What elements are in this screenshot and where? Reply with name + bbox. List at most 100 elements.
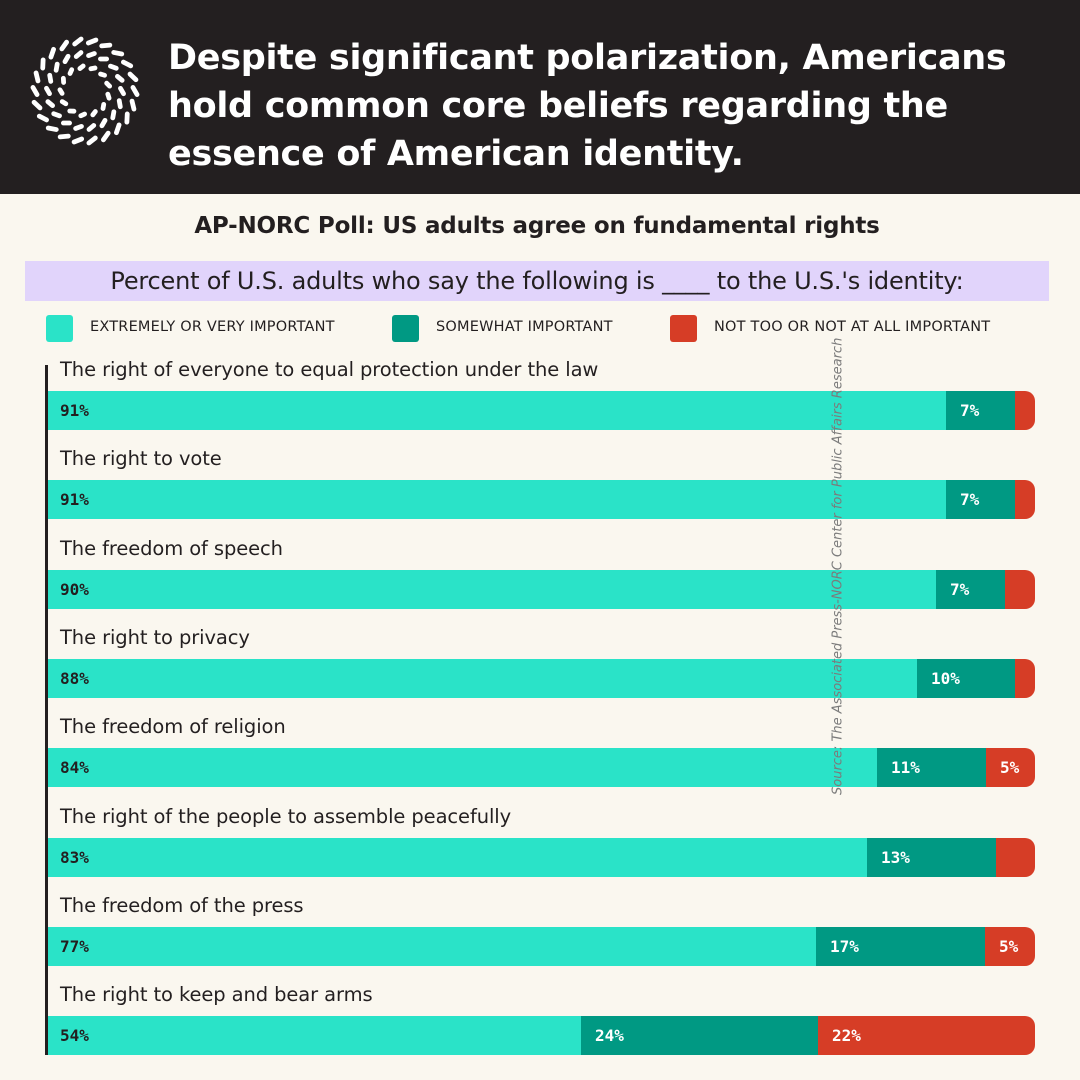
logo-dash [31, 99, 43, 111]
logo-dash [104, 80, 113, 89]
data-label: 88% [60, 669, 89, 688]
logo-dash [127, 71, 139, 83]
logo-dash [60, 75, 67, 85]
logo-dash [130, 85, 140, 97]
logo-dash [30, 85, 40, 97]
data-label: 17% [830, 937, 859, 956]
logo-dash [88, 65, 98, 72]
logo-dash [86, 135, 98, 146]
logo-dash [53, 61, 60, 73]
logo-dash [57, 87, 65, 96]
bar-segment [48, 391, 946, 430]
bar-segment [946, 391, 1015, 430]
logo-dash [44, 85, 52, 97]
logo-dash [105, 91, 112, 101]
bar-segment [985, 927, 1035, 966]
logo-dash [121, 59, 134, 69]
bar-segment [48, 838, 867, 877]
logo-dash [85, 37, 99, 46]
logo-dash [111, 50, 125, 57]
logo-dash [71, 136, 85, 145]
sunburst-logo-icon [30, 36, 140, 146]
bar-segment [48, 570, 936, 609]
bar-segment [1005, 570, 1035, 609]
bar-segment [48, 927, 816, 966]
legend-label: EXTREMELY OR VERY IMPORTANT [90, 319, 335, 335]
logo-dash [59, 39, 70, 52]
headline-line: Despite significant polarization, Americ… [168, 38, 1007, 78]
category-label: The freedom of the press [60, 894, 304, 917]
stacked-bar: 77% 17% 5% [48, 927, 1035, 966]
axis-line [45, 365, 48, 1055]
logo-dash [33, 70, 41, 84]
chart-title: AP-NORC Poll: US adults agree on fundame… [194, 213, 880, 239]
logo-dash [90, 109, 98, 118]
category-label: The right of the people to assemble peac… [60, 805, 512, 828]
question-banner: Percent of U.S. adults who say the follo… [25, 261, 1049, 301]
data-label: 7% [960, 490, 980, 509]
legend-swatch [670, 315, 697, 342]
logo-dash [67, 108, 77, 114]
header-banner: Despite significant polarization, Americ… [0, 0, 1080, 194]
logo-dash [100, 130, 111, 143]
logo-dash [60, 120, 72, 126]
data-label: 91% [60, 490, 89, 509]
logo-dash [118, 85, 126, 97]
data-label: 13% [881, 848, 910, 867]
bar-segment [48, 1016, 581, 1055]
data-label: 54% [60, 1026, 89, 1045]
data-label: 11% [891, 758, 920, 777]
logo-dash [129, 98, 137, 112]
logo-dash [115, 73, 125, 83]
bar-segment [936, 570, 1005, 609]
legend-label: SOMEWHAT IMPORTANT [436, 319, 613, 335]
logo-dash [48, 46, 56, 60]
source-note: Source: The Associated Press-NORC Center… [830, 337, 846, 795]
logo-dash [77, 63, 86, 71]
bar-segment [48, 748, 877, 787]
category-label: The right to privacy [60, 626, 250, 649]
category-label: The freedom of speech [60, 537, 283, 560]
category-label: The right to keep and bear arms [60, 983, 373, 1006]
data-label: 7% [950, 580, 970, 599]
headline: Despite significant polarization, Americ… [168, 34, 1058, 178]
data-label: 22% [832, 1026, 861, 1045]
bar-segment [1015, 480, 1035, 519]
logo-dash [98, 56, 110, 62]
logo-dash [36, 113, 49, 123]
bar-segment [946, 480, 1015, 519]
logo-dash [86, 51, 97, 59]
data-label: 84% [60, 758, 89, 777]
headline-line: essence of American identity. [168, 134, 744, 174]
data-label: 90% [60, 580, 89, 599]
logo-dash [99, 42, 113, 49]
bar-segment [917, 659, 1015, 698]
stacked-bar: 88% 10% [48, 659, 1035, 698]
bar-segment [581, 1016, 818, 1055]
logo-dash [59, 99, 69, 107]
logo-dash [57, 133, 71, 140]
logo-dash [47, 72, 54, 84]
stacked-bar: 91% 7% [48, 391, 1035, 430]
data-label: 7% [960, 401, 980, 420]
legend-swatch [392, 315, 419, 342]
logo-dash [98, 71, 107, 78]
data-label: 91% [60, 401, 89, 420]
logo-dash [110, 109, 117, 121]
bar-segment [818, 1016, 1035, 1055]
legend: EXTREMELY OR VERY IMPORTANT SOMEWHAT IMP… [0, 313, 1080, 343]
bar-segment [986, 748, 1035, 787]
logo-dash [116, 98, 123, 110]
stacked-bar: 91% 7% [48, 480, 1035, 519]
logo-dash [78, 111, 88, 119]
logo-dash [124, 111, 130, 125]
bar-segment [48, 659, 917, 698]
bar-segment [877, 748, 986, 787]
logo-dash [51, 111, 62, 119]
logo-dash [114, 122, 122, 136]
bar-segment [1015, 659, 1035, 698]
data-label: 24% [595, 1026, 624, 1045]
data-label: 5% [1000, 758, 1020, 777]
logo-dash [45, 99, 55, 109]
logo-dash [100, 101, 107, 111]
